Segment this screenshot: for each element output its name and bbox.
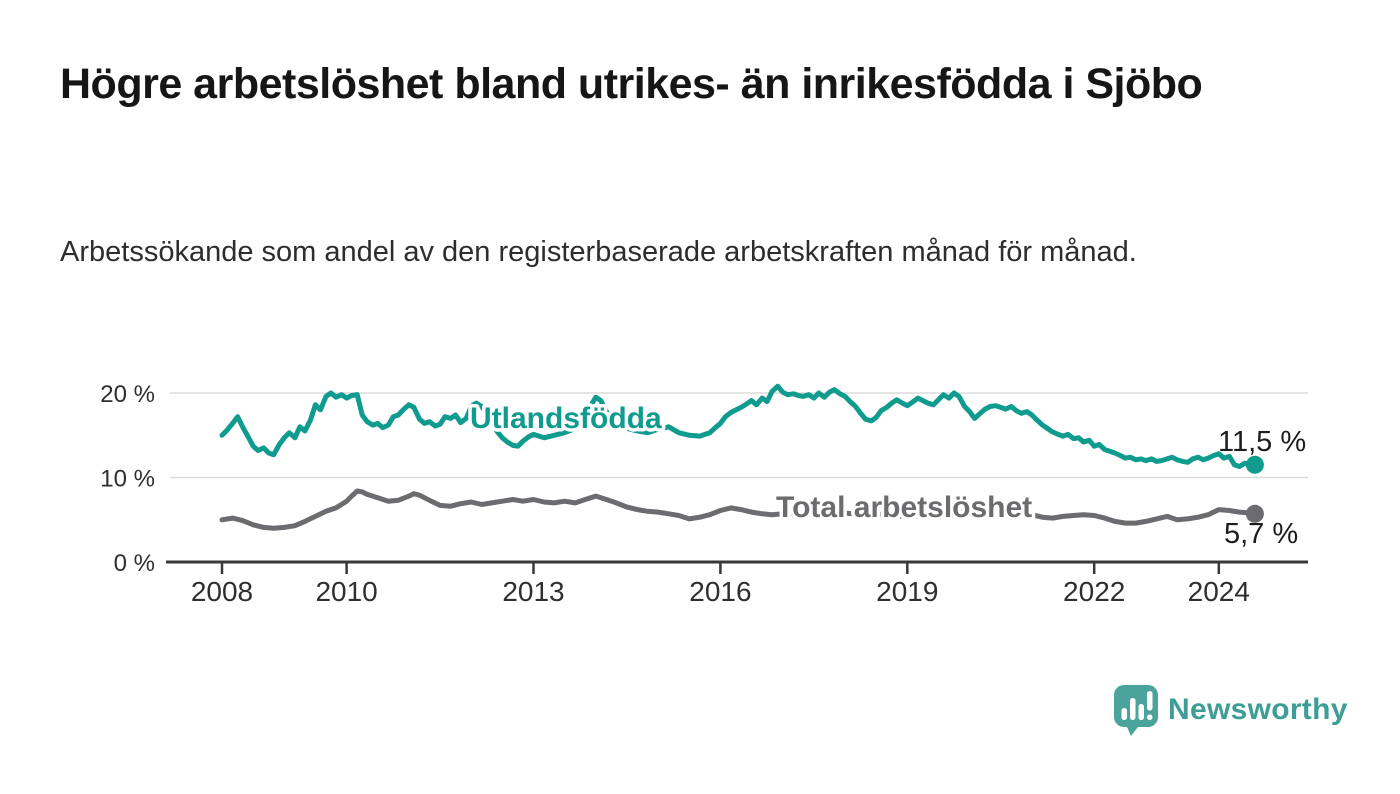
y-tick-label: 20 %	[100, 381, 155, 408]
x-tick-label-2013: 2013	[502, 576, 564, 607]
x-tick-label-2016: 2016	[689, 576, 751, 607]
exclamation-bar	[1147, 691, 1153, 711]
newsworthy-logo-text: Newsworthy	[1168, 693, 1348, 726]
x-tick-label-2019: 2019	[876, 576, 938, 607]
x-tick-label-2024: 2024	[1188, 576, 1250, 607]
newsworthy-logo: Newsworthy	[1113, 684, 1348, 736]
utlandsfodda-end-value-label: 11,5 %	[1218, 426, 1306, 458]
exclamation-dot	[1147, 714, 1153, 720]
bar-medium	[1138, 704, 1144, 720]
x-tick-label-2010: 2010	[315, 576, 377, 607]
chart-subtitle: Arbetssökande som andel av den registerb…	[60, 236, 1137, 268]
total-arbetsloshet-end-dot	[1245, 504, 1264, 523]
y-tick-label: 10 %	[100, 466, 155, 493]
y-tick-label: 0 %	[114, 550, 155, 577]
bar-short	[1121, 708, 1127, 720]
total-arbetsloshet-end-value-label: 5,7 %	[1224, 518, 1298, 550]
utlandsfodda-line	[219, 383, 1258, 469]
utlandsfodda-end-dot	[1245, 455, 1264, 474]
total-arbetsloshet-series-label: Total arbetslöshet	[776, 491, 1032, 524]
utlandsfodda-series-label: Utlandsfödda	[470, 402, 662, 435]
x-tick-label-2022: 2022	[1063, 576, 1125, 607]
newsworthy-logo-icon	[1114, 685, 1158, 736]
x-tick-label-2008: 2008	[191, 576, 253, 607]
chart-title: Högre arbetslöshet bland utrikes- än inr…	[60, 60, 1203, 108]
bar-tall	[1130, 698, 1136, 720]
total-arbetsloshet-line	[219, 488, 1258, 531]
